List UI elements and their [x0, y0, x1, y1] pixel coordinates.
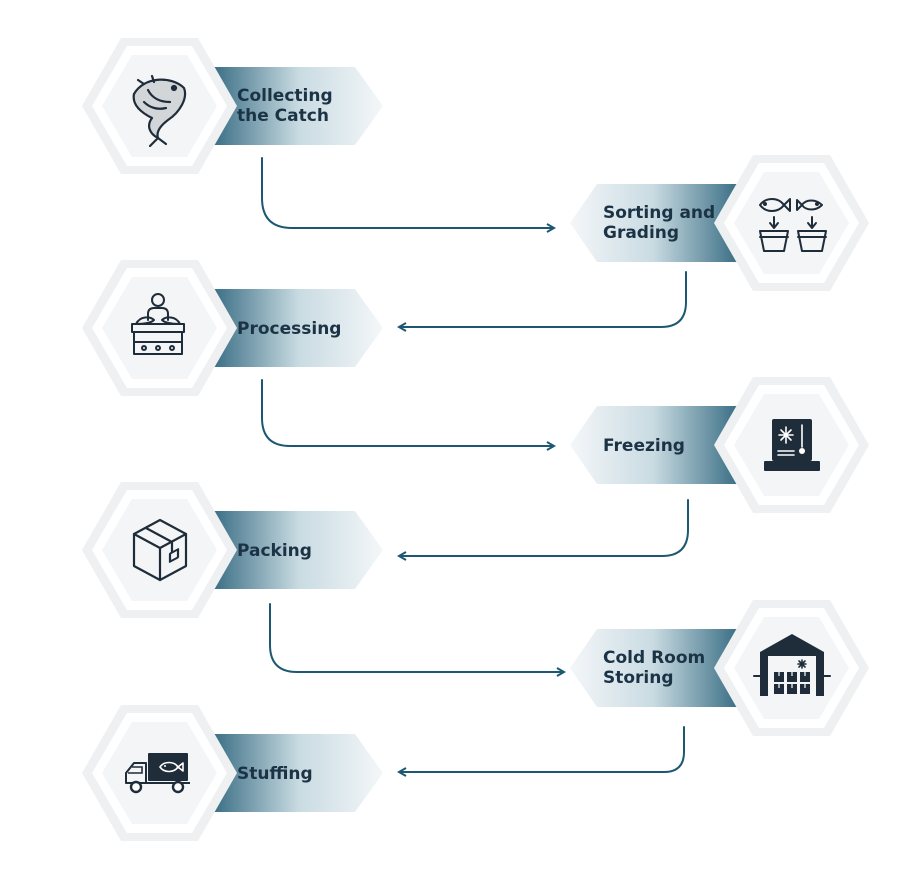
freezer-thermometer-icon [764, 419, 820, 471]
step-banner [570, 629, 755, 707]
delivery-truck-icon [125, 753, 190, 794]
step-banner [570, 406, 755, 484]
step-processing: Processing [82, 260, 383, 396]
step-stuffing: Stuffing [82, 705, 383, 841]
fish-sorting-icon [759, 198, 827, 252]
hex-inner [102, 55, 217, 157]
step-sorting: Sorting and Grading [570, 155, 869, 291]
step-collecting: Collecting the Catch [82, 38, 383, 174]
step-freezing: Freezing [570, 377, 869, 513]
connector-collecting-to-sorting [261, 157, 553, 228]
connectors [261, 157, 689, 772]
step-banner [196, 67, 383, 145]
step-label: Stuffing [237, 764, 313, 784]
step-label: Packing [237, 541, 312, 561]
connector-processing-to-freezing [261, 379, 553, 446]
step-label: Freezing [603, 436, 685, 456]
connector-cold-room-to-stuffing [400, 726, 685, 772]
step-banner [196, 511, 383, 589]
step-label: Collecting the Catch [237, 86, 339, 126]
cold-storage-warehouse-icon [753, 634, 831, 696]
label-line: Grading [603, 223, 679, 243]
step-banner [196, 734, 383, 812]
label-line: the Catch [237, 106, 329, 126]
conveyor-worker-icon [131, 293, 185, 355]
step-banner [196, 289, 383, 367]
step-label: Processing [237, 319, 341, 339]
hex-inner [102, 277, 217, 379]
step-banner [570, 184, 755, 262]
step-cold-room: Cold Room Storing [570, 600, 869, 736]
step-label: Cold Room Storing [603, 648, 711, 688]
step-label: Sorting and Grading [603, 203, 721, 243]
cardboard-box-icon [132, 518, 188, 582]
connector-freezing-to-packing [400, 499, 689, 556]
connector-packing-to-cold-room [269, 603, 563, 672]
step-packing: Packing [82, 482, 383, 618]
fish-icon [132, 74, 187, 148]
label-line: Cold Room [603, 648, 705, 668]
connector-sorting-to-processing [400, 271, 687, 327]
label-line: Collecting [237, 86, 333, 106]
label-line: Storing [603, 668, 674, 688]
label-line: Sorting and [603, 203, 715, 223]
